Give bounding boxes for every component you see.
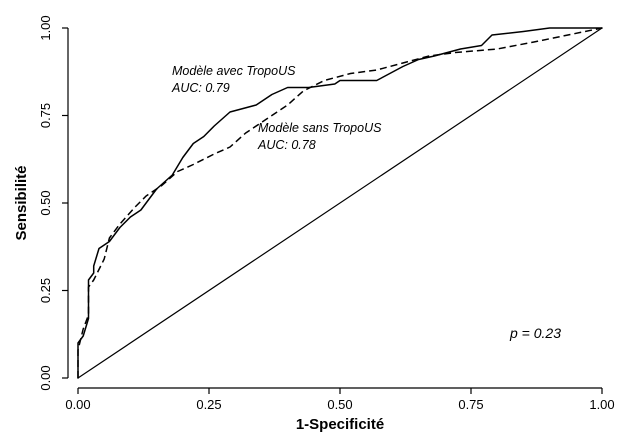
annotation-avec-auc: AUC: 0.79 xyxy=(171,81,230,95)
x-tick-label: 1.00 xyxy=(589,397,614,412)
y-tick-label: 1.00 xyxy=(38,15,53,40)
annotation-sans-auc: AUC: 0.78 xyxy=(257,138,316,152)
reference-diagonal-line xyxy=(77,27,603,379)
y-ticks: 0.00 0.25 0.50 0.75 1.00 xyxy=(38,15,68,391)
y-tick-label: 0.00 xyxy=(38,365,53,390)
series-layer xyxy=(77,27,603,379)
x-axis-title: 1-Specificité xyxy=(296,416,384,433)
annotation-avec-name: Modèle avec TropoUS xyxy=(172,64,296,78)
y-tick-label: 0.75 xyxy=(38,103,53,128)
y-axis-title: Sensibilité xyxy=(13,165,30,240)
y-tick-label: 0.25 xyxy=(38,278,53,303)
x-tick-label: 0.75 xyxy=(458,397,483,412)
x-ticks: 0.00 0.25 0.50 0.75 1.00 xyxy=(65,388,615,412)
y-tick-label: 0.50 xyxy=(38,190,53,215)
annotation-p-value: p = 0.23 xyxy=(509,325,561,341)
x-tick-label: 0.25 xyxy=(196,397,221,412)
x-tick-label: 0.50 xyxy=(327,397,352,412)
annotation-sans-name: Modèle sans TropoUS xyxy=(258,121,382,135)
x-tick-label: 0.00 xyxy=(65,397,90,412)
